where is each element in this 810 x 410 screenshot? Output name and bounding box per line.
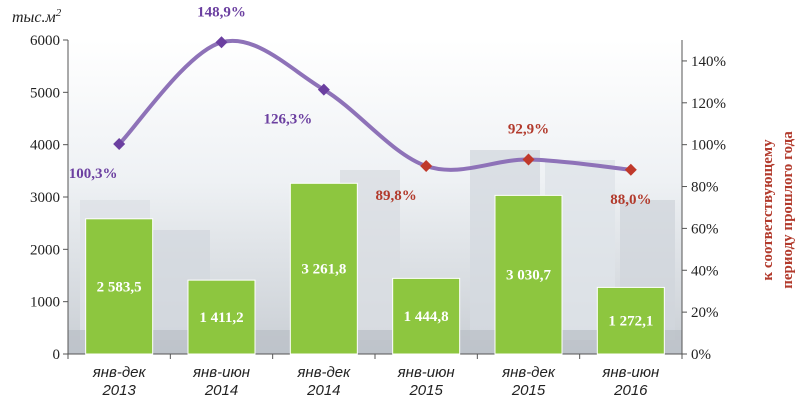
- bar-value-label: 3 261,8: [301, 262, 346, 278]
- line-series: [113, 36, 637, 176]
- x-tick-label: янв-дек: [296, 364, 351, 381]
- line-value-label: 88,0%: [610, 192, 651, 208]
- y2-tick-label: 120%: [691, 96, 726, 112]
- line-marker: [420, 160, 433, 173]
- x-tick-label: янв-дек: [501, 364, 556, 381]
- x-tick-label-year: 2014: [204, 382, 238, 399]
- y2-axis-title-line-1: к соответствующему: [760, 139, 776, 281]
- bar-value-label: 3 030,7: [506, 268, 552, 284]
- x-tick-label-year: 2014: [306, 382, 340, 399]
- bar-value-label: 1 444,8: [404, 309, 449, 325]
- line-marker: [317, 83, 330, 96]
- line-value-label: 92,9%: [508, 122, 549, 138]
- x-tick-label-year: 2015: [408, 382, 443, 399]
- y2-axis-title-line-2: периоду прошлого года: [780, 131, 796, 289]
- bar: [596, 286, 665, 355]
- x-tick-label: янв-дек: [92, 364, 147, 381]
- line-marker: [215, 36, 228, 49]
- line-value-label: 100,3%: [69, 166, 118, 182]
- x-tick-label: янв-июн: [192, 364, 250, 381]
- x-tick-label-year: 2016: [613, 382, 648, 399]
- y2-tick-label: 20%: [691, 305, 719, 321]
- y-tick-label: 0: [53, 347, 61, 363]
- x-tick-label-year: 2015: [511, 382, 546, 399]
- bar: [85, 218, 154, 355]
- x-tick-label: янв-июн: [601, 364, 659, 381]
- bar-value-label: 1 411,2: [199, 310, 243, 326]
- y-tick-label: 4000: [30, 138, 60, 154]
- bar-value-label: 1 272,1: [608, 314, 653, 330]
- line-value-label: 89,8%: [376, 188, 417, 204]
- line-value-label: 126,3%: [263, 112, 312, 128]
- x-tick-label: янв-июн: [397, 364, 455, 381]
- y2-tick-label: 40%: [691, 263, 719, 279]
- x-tick-label-year: 2013: [101, 382, 136, 399]
- axes: 0 1000 2000 3000 4000 5000 6000 0% 20% 40% 60% 80% 1…: [30, 33, 726, 399]
- y-tick-label: 1000: [30, 295, 60, 311]
- y2-tick-label: 80%: [691, 180, 719, 196]
- y2-axis-title: к соответствующему периоду прошлого года: [760, 131, 796, 289]
- line-marker: [522, 153, 535, 166]
- line-marker: [624, 163, 637, 176]
- y-axis-unit: тыс.м2: [12, 7, 62, 26]
- y2-tick-label: 100%: [691, 138, 726, 154]
- y-tick-label: 3000: [30, 190, 60, 206]
- bar: [392, 277, 461, 355]
- line-marker: [113, 138, 126, 151]
- y2-tick-label: 0%: [691, 347, 711, 363]
- line-value-label: 148,9%: [197, 4, 246, 20]
- bar: [494, 194, 563, 355]
- bar: [187, 279, 256, 355]
- bar: [289, 182, 358, 355]
- y-tick-label: 5000: [30, 85, 60, 101]
- bar-series: [85, 182, 665, 355]
- bar-value-label: 2 583,5: [97, 279, 142, 295]
- y2-tick-label: 140%: [691, 54, 726, 70]
- y2-tick-label: 60%: [691, 221, 719, 237]
- data-labels: 2 583,5 1 411,2 3 261,8 1 444,8 3 030,7 1 272…: [69, 4, 654, 329]
- y-tick-label: 6000: [30, 33, 60, 49]
- y-tick-label: 2000: [30, 242, 60, 258]
